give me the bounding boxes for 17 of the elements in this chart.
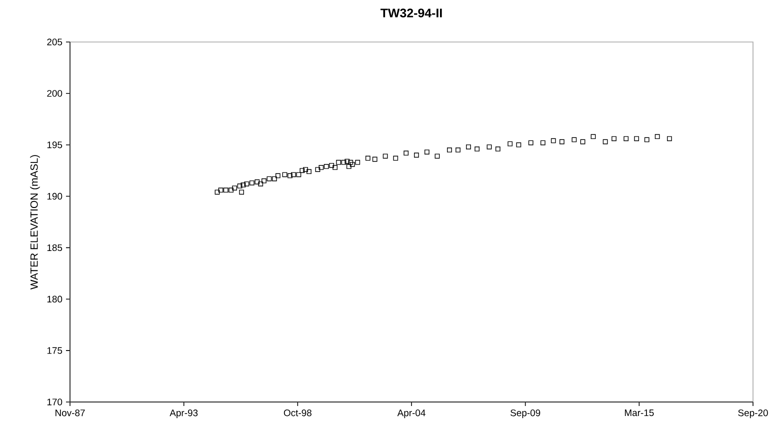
y-tick-label: 175 [47,347,62,354]
x-tick-label: Apr-93 [170,410,198,418]
x-tick-label: Mar-15 [624,410,654,416]
y-tick-label: 185 [47,244,62,252]
x-tick-label: Nov-87 [56,410,85,416]
x-tick-label: Sep-20 [738,410,768,418]
x-tick-label: Sep-09 [510,410,540,418]
y-tick-label: 170 [47,398,62,406]
x-tick-label: Apr-04 [397,410,426,418]
y-tick-label: 180 [47,296,62,302]
y-tick-label: 190 [47,192,62,200]
x-tick-label: Oct-98 [284,410,312,416]
y-tick-label: 195 [47,141,62,148]
y-axis-title: WATER ELEVATION (mASL) [30,155,40,290]
chart-title: TW32-94-II [380,8,442,18]
y-tick-label: 200 [47,90,62,97]
y-tick-label: 205 [47,38,62,46]
